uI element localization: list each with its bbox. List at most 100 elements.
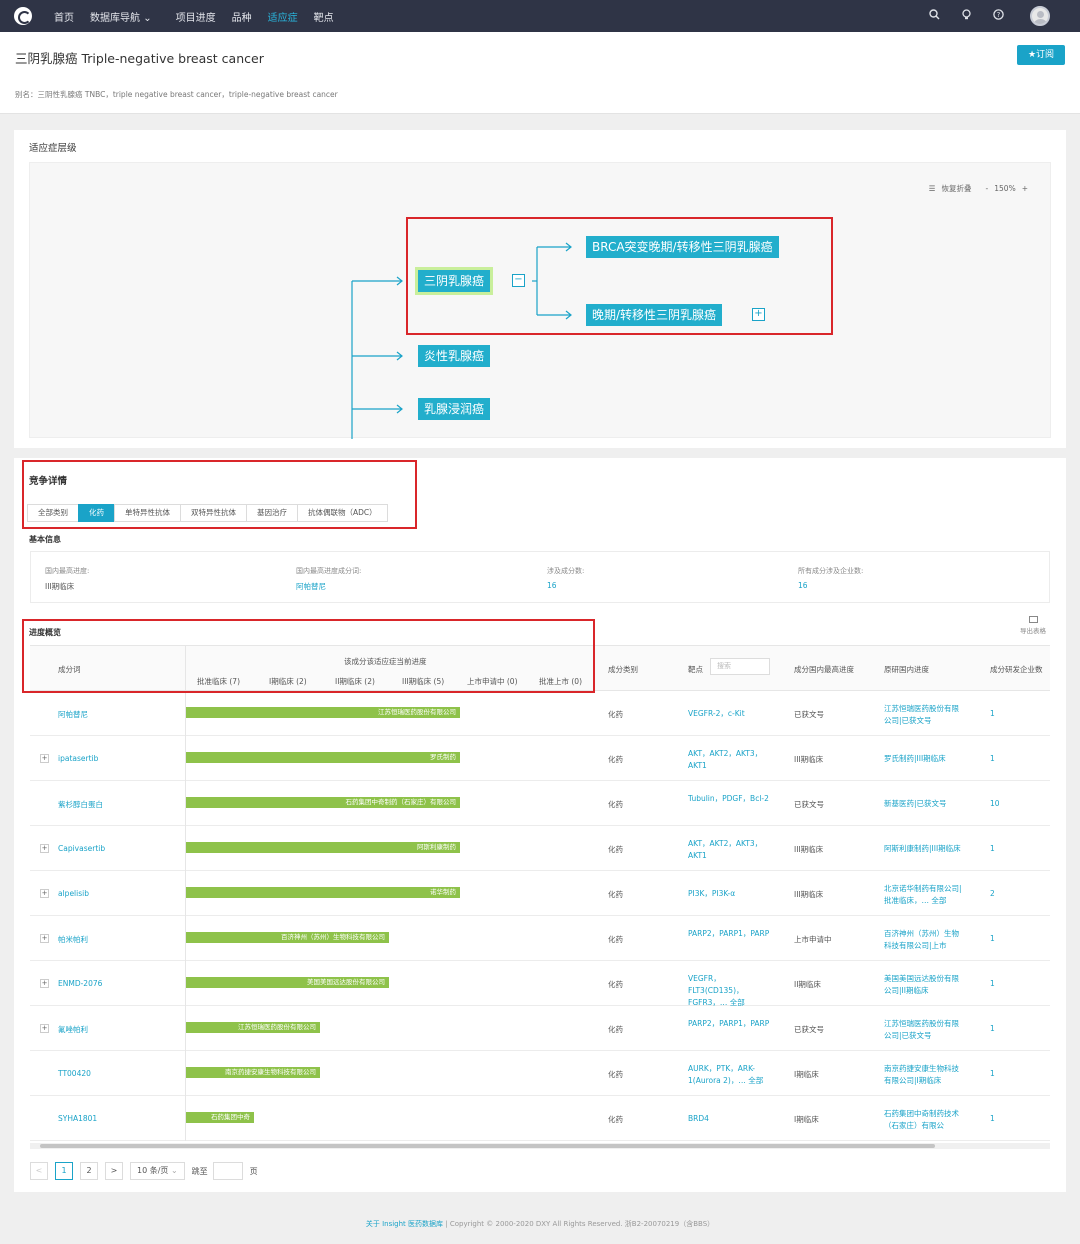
original-progress-cell[interactable]: 百济神州（苏州）生物科技有限公司|上市 — [884, 929, 959, 950]
target-cell[interactable]: VEGFR，FLT3(CD135)，FGFR3，… 全部 — [688, 974, 745, 1007]
ingredient-link[interactable]: 帕米帕利 — [58, 935, 88, 944]
nav-database[interactable]: 数据库导航 ⌄ — [90, 9, 152, 24]
ingredient-link[interactable]: TT00420 — [58, 1069, 91, 1078]
progress-bar[interactable]: 阿斯利康制药 — [185, 842, 460, 853]
zoom-in-button[interactable]: + — [1021, 184, 1028, 193]
scrollbar-thumb[interactable] — [40, 1144, 935, 1148]
row-expand-toggle[interactable]: + — [40, 889, 49, 898]
target-cell[interactable]: AKT，AKT2，AKT3，AKT1 — [688, 839, 763, 860]
original-progress-cell[interactable]: 美国美国远达股份有限公司|II期临床 — [884, 974, 959, 995]
export-button[interactable]: 导出表格 — [1020, 616, 1046, 635]
th-stage-phase1[interactable]: I期临床 (2) — [269, 677, 307, 686]
row-expand-toggle[interactable]: + — [40, 979, 49, 988]
table-row[interactable]: + ipatasertib 罗氏制药 化药 AKT，AKT2，AKT3，AKT1 III期… — [30, 736, 1050, 781]
table-row[interactable]: + alpelisib 诺华制药 化药 PI3K，PI3K-α III期临床 北京诺华制药有… — [30, 871, 1050, 916]
ingredient-link[interactable]: alpelisib — [58, 889, 89, 898]
user-avatar[interactable] — [1030, 6, 1050, 26]
progress-bar[interactable]: 百济神州（苏州）生物科技有限公司 — [185, 932, 389, 943]
next-page-button[interactable]: > — [105, 1162, 123, 1180]
page-1-button[interactable]: 1 — [55, 1162, 73, 1180]
nav-target[interactable]: 靶点 — [313, 12, 334, 24]
tab-bi-antibody[interactable]: 双特异性抗体 — [180, 504, 247, 522]
node-metastatic[interactable]: 晚期/转移性三阴乳腺癌 — [586, 304, 723, 326]
ingredient-link[interactable]: 氟唑帕利 — [58, 1025, 88, 1034]
th-stage-filing[interactable]: 上市申请中 (0) — [467, 677, 518, 686]
th-stage-phase2[interactable]: II期临床 (2) — [335, 677, 375, 686]
goto-page-input[interactable] — [212, 1162, 243, 1180]
ingredient-link[interactable]: ipatasertib — [58, 754, 99, 763]
original-progress-cell[interactable]: 江苏恒瑞医药股份有限公司|已获文号 — [884, 704, 959, 725]
table-row[interactable]: 紫杉醇白蛋白 石药集团中奇制药（石家庄）有限公司 化药 Tubulin，PDGF，Bc… — [30, 781, 1050, 826]
original-progress-cell[interactable]: 新基医药|已获文号 — [884, 799, 947, 808]
node-inflammatory[interactable]: 炎性乳腺癌 — [418, 345, 491, 367]
progress-bar[interactable]: 美国美国远达股份有限公司 — [185, 977, 389, 988]
row-expand-toggle[interactable]: + — [40, 934, 49, 943]
target-cell[interactable]: PI3K，PI3K-α — [688, 889, 736, 898]
basic-info-count-value[interactable]: 16 — [547, 581, 557, 590]
progress-bar[interactable]: 江苏恒瑞医药股份有限公司 — [185, 707, 460, 718]
tab-adc[interactable]: 抗体偶联物（ADC） — [297, 504, 388, 522]
zoom-out-button[interactable]: - — [985, 184, 989, 193]
original-progress-cell[interactable]: 阿斯利康制药|III期临床 — [884, 844, 961, 853]
lightbulb-icon[interactable] — [960, 9, 972, 23]
prev-page-button[interactable]: < — [30, 1162, 48, 1180]
target-cell[interactable]: BRD4 — [688, 1114, 709, 1123]
nav-home[interactable]: 首页 — [54, 12, 74, 24]
progress-bar[interactable]: 罗氏制药 — [185, 752, 460, 763]
ingredient-link[interactable]: 紫杉醇白蛋白 — [58, 800, 103, 809]
original-progress-cell[interactable]: 南京药捷安康生物科技有限公司|I期临床 — [884, 1064, 959, 1085]
target-cell[interactable]: VEGFR-2，c-Kit — [688, 709, 745, 718]
node-invasive[interactable]: 乳腺浸润癌 — [418, 398, 491, 420]
company-count-cell[interactable]: 1 — [990, 1114, 995, 1123]
nav-variety[interactable]: 品种 — [231, 12, 252, 24]
table-row[interactable]: + Capivasertib 阿斯利康制药 化药 AKT，AKT2，AKT3，AKT1 I… — [30, 826, 1050, 871]
basic-info-ingredient-value[interactable]: 阿帕替尼 — [296, 582, 326, 591]
collapse-toggle[interactable]: − — [512, 274, 525, 287]
page-2-button[interactable]: 2 — [80, 1162, 98, 1180]
tab-all[interactable]: 全部类别 — [27, 504, 79, 522]
target-cell[interactable]: PARP2，PARP1，PARP — [688, 929, 770, 938]
row-expand-toggle[interactable]: + — [40, 844, 49, 853]
basic-info-companies-value[interactable]: 16 — [798, 581, 808, 590]
original-progress-cell[interactable]: 罗氏制药|III期临床 — [884, 754, 946, 763]
table-row[interactable]: 阿帕替尼 江苏恒瑞医药股份有限公司 化药 VEGFR-2，c-Kit 已获文号 江苏恒瑞医… — [30, 691, 1050, 736]
logo-icon[interactable] — [14, 7, 32, 25]
nav-indication[interactable]: 适应症 — [267, 12, 298, 24]
company-count-cell[interactable]: 1 — [990, 1024, 995, 1033]
company-count-cell[interactable]: 10 — [990, 799, 1000, 808]
table-row[interactable]: + 帕米帕利 百济神州（苏州）生物科技有限公司 化药 PARP2，PARP1，PARP 上… — [30, 916, 1050, 961]
company-count-cell[interactable]: 1 — [990, 844, 995, 853]
search-icon[interactable] — [928, 9, 940, 23]
horizontal-scrollbar[interactable] — [30, 1143, 1050, 1149]
help-icon[interactable]: ? — [992, 9, 1004, 23]
company-count-cell[interactable]: 1 — [990, 754, 995, 763]
table-row[interactable]: + ENMD-2076 美国美国远达股份有限公司 化药 VEGFR，FLT3(CD135… — [30, 961, 1050, 1007]
table-row[interactable]: TT00420 南京药捷安康生物科技有限公司 化药 AURK，PTK，ARK-1(Au… — [30, 1051, 1050, 1096]
table-row[interactable]: + 氟唑帕利 江苏恒瑞医药股份有限公司 化药 PARP2，PARP1，PARP 已获文号 江… — [30, 1006, 1050, 1051]
original-progress-cell[interactable]: 北京诺华制药有限公司|批准临床，… 全部 — [884, 884, 962, 905]
subscribe-button[interactable]: ★订阅 — [1017, 45, 1065, 65]
progress-bar[interactable]: 南京药捷安康生物科技有限公司 — [185, 1067, 320, 1078]
target-cell[interactable]: Tubulin，PDGF，Bcl-2 — [688, 794, 769, 803]
expand-toggle[interactable]: + — [752, 308, 765, 321]
th-stage-approved-trial[interactable]: 批准临床 (7) — [197, 677, 241, 686]
company-count-cell[interactable]: 1 — [990, 1069, 995, 1078]
ingredient-link[interactable]: ENMD-2076 — [58, 979, 103, 988]
tab-chemical[interactable]: 化药 — [78, 504, 115, 522]
row-expand-toggle[interactable]: + — [40, 754, 49, 763]
indication-mindmap[interactable]: ☰ 恢复折叠 - 150% + — [29, 162, 1051, 439]
table-row[interactable]: SYHA1801 石药集团中奇 化药 BRD4 I期临床 石药集团中奇制药技术（石家庄）有… — [30, 1096, 1050, 1141]
node-brca-metastatic[interactable]: BRCA突变晚期/转移性三阴乳腺癌 — [586, 236, 779, 258]
about-link[interactable]: 关于 Insight 医药数据库 — [365, 1220, 444, 1228]
toggle-all-button[interactable]: 恢复折叠 — [941, 184, 972, 193]
company-count-cell[interactable]: 1 — [990, 709, 995, 718]
th-stage-marketed[interactable]: 批准上市 (0) — [539, 677, 583, 686]
node-root[interactable]: 三阴乳腺癌 — [418, 270, 491, 292]
company-count-cell[interactable]: 1 — [990, 979, 995, 988]
progress-bar[interactable]: 石药集团中奇 — [185, 1112, 254, 1123]
nav-project-progress[interactable]: 项目进度 — [175, 12, 216, 24]
company-count-cell[interactable]: 2 — [990, 889, 995, 898]
original-progress-cell[interactable]: 江苏恒瑞医药股份有限公司|已获文号 — [884, 1019, 959, 1040]
progress-bar[interactable]: 江苏恒瑞医药股份有限公司 — [185, 1022, 320, 1033]
ingredient-link[interactable]: Capivasertib — [58, 844, 106, 853]
